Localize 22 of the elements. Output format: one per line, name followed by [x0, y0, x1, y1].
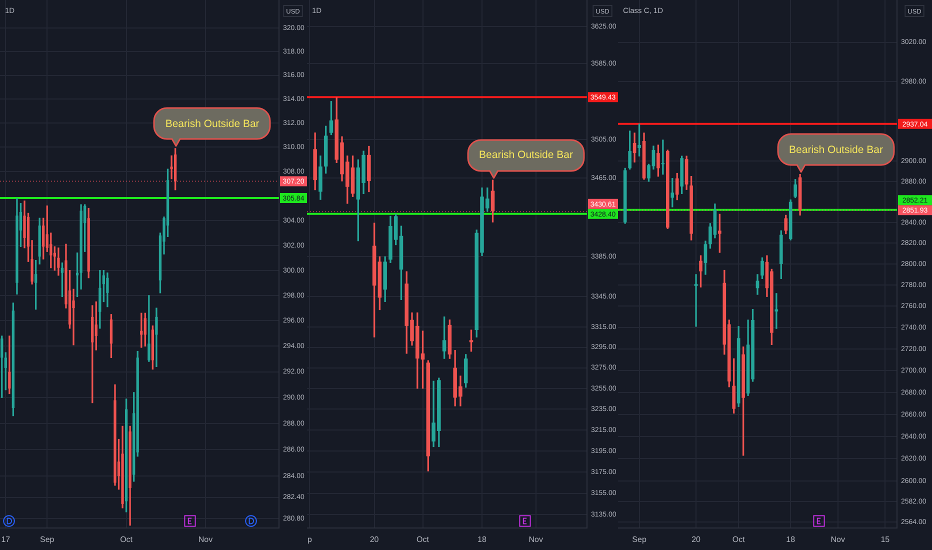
x-tick-label: 20 — [370, 535, 380, 544]
x-tick-label: Nov — [528, 535, 543, 544]
x-tick-label: Oct — [416, 535, 430, 544]
annotation: Bearish Outside Bar — [788, 142, 884, 158]
candlestick — [170, 155, 173, 180]
x-tick-label: Nov — [830, 535, 846, 544]
x-tick-label: 15 — [880, 535, 890, 544]
x-tick-label: 20 — [692, 535, 702, 544]
x-tick-label: 17 — [1, 535, 11, 544]
x-tick-label: Nov — [198, 535, 213, 544]
x-tick-label: 18 — [478, 535, 487, 544]
x-tick-label: 18 — [786, 535, 796, 544]
candlestick — [72, 288, 75, 346]
x-tick-label: Sep — [40, 535, 55, 544]
annotation: Bearish Outside Bar — [478, 148, 574, 164]
x-tick-label: p — [307, 535, 312, 544]
annotation: Bearish Outside Bar — [164, 116, 260, 132]
candlestick — [148, 295, 150, 362]
x-tick-label: Sep — [632, 535, 647, 544]
x-tick-label: Oct — [120, 535, 134, 544]
candlestick — [661, 140, 665, 175]
x-tick-label: Oct — [732, 535, 746, 544]
